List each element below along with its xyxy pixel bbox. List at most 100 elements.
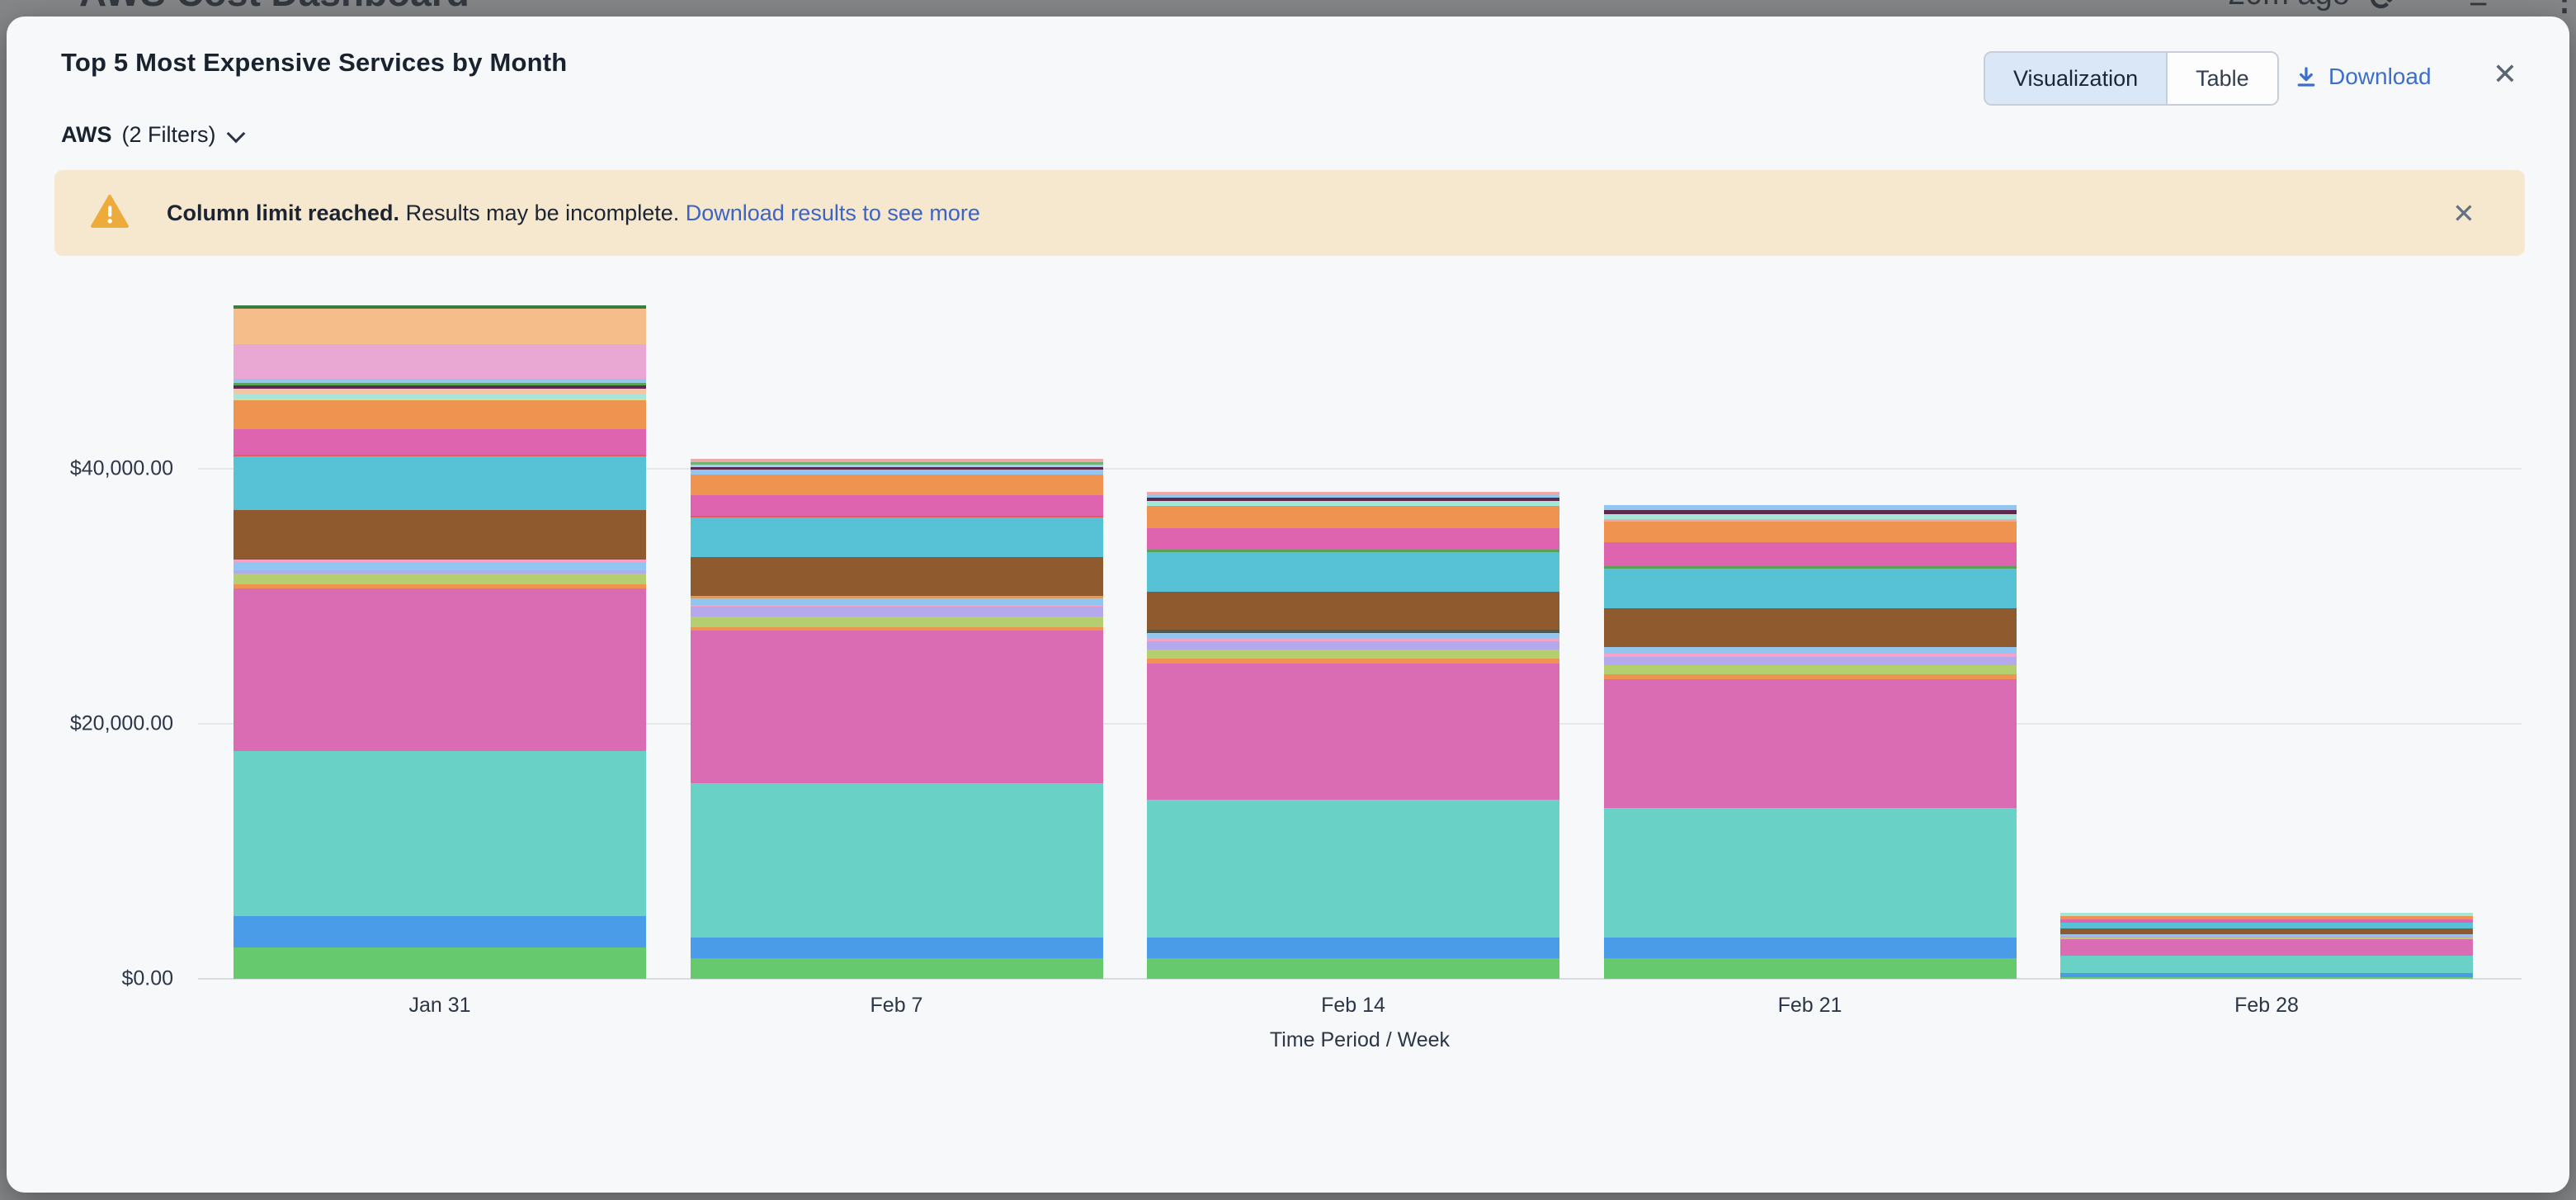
bar-segment[interactable] <box>2060 972 2473 977</box>
bar-feb-14[interactable] <box>1147 492 1559 979</box>
bar-segment[interactable] <box>690 470 1103 475</box>
modal-close-icon[interactable]: ✕ <box>2492 57 2518 91</box>
bar-segment[interactable] <box>1603 664 2017 674</box>
bar-segment[interactable] <box>234 389 646 394</box>
bar-segment[interactable] <box>690 783 1103 938</box>
bar-segment[interactable] <box>234 574 646 585</box>
bar-segment[interactable] <box>1603 522 2017 543</box>
bar-segment[interactable] <box>1603 653 2017 657</box>
bar-segment[interactable] <box>1603 807 2017 938</box>
bar-segment[interactable] <box>690 598 1103 606</box>
banner-close-icon[interactable]: ✕ <box>2452 197 2475 229</box>
bar-segment[interactable] <box>1147 494 1559 498</box>
bar-segment[interactable] <box>1147 552 1559 592</box>
bar-segment[interactable] <box>2060 923 2473 929</box>
filter-dropdown[interactable]: AWS (2 Filters) <box>61 122 246 148</box>
bar-segment[interactable] <box>2060 938 2473 940</box>
bar-segment[interactable] <box>1603 646 2017 654</box>
bar-segment[interactable] <box>1147 957 1559 979</box>
bar-segment[interactable] <box>234 584 646 589</box>
tab-visualization[interactable]: Visualization <box>1985 53 2167 104</box>
bar-segment[interactable] <box>234 383 646 386</box>
bar-segment[interactable] <box>234 455 646 457</box>
bar-segment[interactable] <box>690 957 1103 979</box>
bar-segment[interactable] <box>690 475 1103 496</box>
bar-segment[interactable] <box>690 517 1103 558</box>
bar-segment[interactable] <box>234 399 646 401</box>
bar-segment[interactable] <box>2060 955 2473 973</box>
bar-segment[interactable] <box>234 394 646 399</box>
bar-segment[interactable] <box>690 631 1103 784</box>
bar-segment[interactable] <box>690 495 1103 517</box>
bar-segment[interactable] <box>1147 492 1559 495</box>
bar-segment[interactable] <box>690 462 1103 465</box>
bar-segment[interactable] <box>234 305 646 309</box>
bar-segment[interactable] <box>1603 513 2017 519</box>
bar-segment[interactable] <box>1147 633 1559 639</box>
bar-segment[interactable] <box>690 617 1103 628</box>
bar-segment[interactable] <box>1603 607 2017 647</box>
bar-segment[interactable] <box>1603 509 2017 514</box>
bar-segment[interactable] <box>234 429 646 456</box>
bar-feb-28[interactable] <box>2060 913 2473 979</box>
bar-segment[interactable] <box>234 400 646 430</box>
bar-segment[interactable] <box>1603 678 2017 808</box>
bar-segment[interactable] <box>1603 519 2017 522</box>
bar-segment[interactable] <box>1147 664 1559 801</box>
bar-segment[interactable] <box>1603 957 2017 979</box>
tab-table[interactable]: Table <box>2166 53 2277 104</box>
bar-segment[interactable] <box>690 557 1103 597</box>
bar-feb-7[interactable] <box>690 459 1103 979</box>
bar-segment[interactable] <box>1147 592 1559 631</box>
bar-segment[interactable] <box>234 309 646 345</box>
bar-segment[interactable] <box>234 344 646 380</box>
bar-segment[interactable] <box>1603 504 2017 510</box>
bar-segment[interactable] <box>1603 566 2017 569</box>
bar-segment[interactable] <box>2060 928 2473 935</box>
bar-segment[interactable] <box>234 385 646 390</box>
bar-segment[interactable] <box>234 751 646 916</box>
bar-segment[interactable] <box>1603 542 2017 567</box>
bar-segment[interactable] <box>690 605 1103 607</box>
bar-segment[interactable] <box>1147 550 1559 553</box>
bar-segment[interactable] <box>1603 569 2017 608</box>
bar-segment[interactable] <box>1147 659 1559 664</box>
bar-segment[interactable] <box>690 607 1103 617</box>
bar-segment[interactable] <box>234 947 646 979</box>
bar-segment[interactable] <box>1603 937 2017 958</box>
bar-segment[interactable] <box>1147 498 1559 502</box>
bar-segment[interactable] <box>2060 939 2473 956</box>
bar-segment[interactable] <box>1147 800 1559 938</box>
bar-segment[interactable] <box>690 465 1103 468</box>
bar-segment[interactable] <box>690 627 1103 631</box>
bar-segment[interactable] <box>234 562 646 571</box>
bar-segment[interactable] <box>690 596 1103 599</box>
bar-segment[interactable] <box>1147 641 1559 650</box>
bar-segment[interactable] <box>1147 501 1559 507</box>
bar-segment[interactable] <box>2060 934 2473 937</box>
bar-segment[interactable] <box>1147 650 1559 659</box>
bar-segment[interactable] <box>1147 630 1559 634</box>
bar-segment[interactable] <box>234 510 646 560</box>
bar-segment[interactable] <box>1147 937 1559 958</box>
download-button[interactable]: Download <box>2294 58 2432 96</box>
bar-segment[interactable] <box>1147 638 1559 642</box>
bar-segment[interactable] <box>2060 976 2473 979</box>
bar-jan-31[interactable] <box>234 305 646 979</box>
download-results-link[interactable]: Download results to see more <box>685 200 980 225</box>
bar-segment[interactable] <box>234 915 646 947</box>
bar-segment[interactable] <box>690 516 1103 518</box>
bar-segment[interactable] <box>1147 506 1559 529</box>
bar-segment[interactable] <box>1603 673 2017 679</box>
bar-segment[interactable] <box>234 560 646 563</box>
bar-segment[interactable] <box>234 570 646 574</box>
bar-segment[interactable] <box>1147 528 1559 550</box>
bar-feb-21[interactable] <box>1603 504 2017 979</box>
bar-segment[interactable] <box>234 588 646 752</box>
bar-segment[interactable] <box>2060 936 2473 938</box>
bar-segment[interactable] <box>2060 916 2473 920</box>
bar-segment[interactable] <box>2060 919 2473 924</box>
bar-segment[interactable] <box>2060 913 2473 917</box>
bar-segment[interactable] <box>690 937 1103 958</box>
bar-segment[interactable] <box>1603 656 2017 665</box>
